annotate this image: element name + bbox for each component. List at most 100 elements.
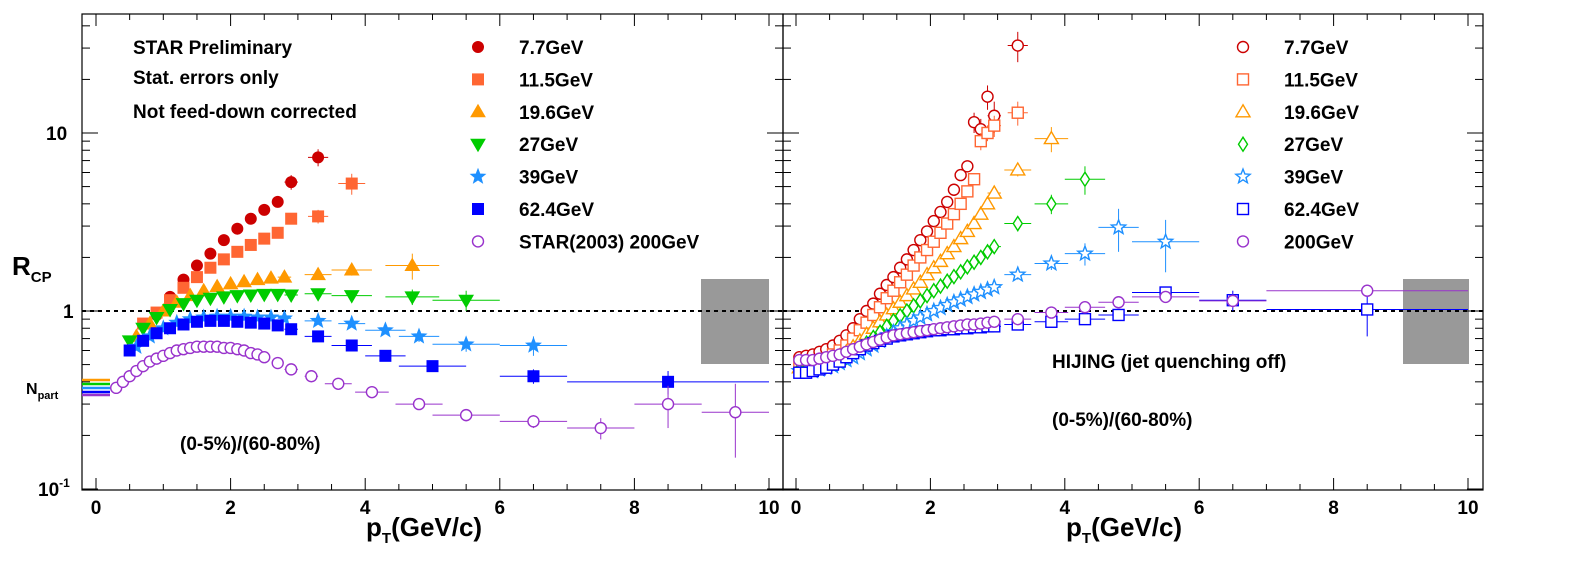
data-point <box>395 397 443 411</box>
data-point <box>880 292 893 305</box>
data-point <box>912 273 929 288</box>
data-point <box>499 336 568 356</box>
data-point <box>1004 265 1032 283</box>
data-point <box>1034 306 1069 319</box>
data-point <box>967 173 981 186</box>
legend-label: 27GeV <box>519 135 578 156</box>
data-point <box>974 133 987 151</box>
legends: 7.7GeV 11.5GeV 19.6GeV 27GeV 39GeV 62.4GeV STA… <box>469 38 1359 253</box>
data-point <box>190 315 203 328</box>
data-point <box>284 175 298 190</box>
data-point <box>222 275 239 290</box>
data-point <box>307 209 329 224</box>
data-point <box>1098 296 1139 309</box>
data-point <box>202 292 219 307</box>
data-point <box>985 277 1004 295</box>
legend-label: 11.5GeV <box>1284 70 1358 91</box>
data-point <box>258 203 271 216</box>
data-point <box>135 322 151 337</box>
legend-label: 27GeV <box>1284 135 1343 156</box>
legend-entry: 19.6GeV <box>1234 103 1359 124</box>
data-point <box>236 273 252 288</box>
annotation-centrality-left: (0-5%)/(60-80%) <box>180 434 320 455</box>
data-point <box>262 308 280 325</box>
data-point <box>1004 161 1032 177</box>
data-point <box>567 418 635 440</box>
annotation-star-preliminary: STAR Preliminary <box>133 38 293 59</box>
data-point <box>1064 301 1106 314</box>
data-point <box>1004 312 1032 326</box>
data-point <box>242 289 259 303</box>
data-point <box>137 334 150 347</box>
data-point <box>941 217 954 230</box>
data-point <box>927 235 940 248</box>
legend-label: STAR(2003) 200GeV <box>519 232 700 253</box>
data-point <box>961 185 974 198</box>
annotation-stat-errors: Stat. errors only <box>133 68 279 89</box>
data-point <box>284 363 298 376</box>
legend-label: 19.6GeV <box>1284 103 1359 124</box>
data-point <box>338 173 366 195</box>
legend-entry: STAR(2003) 200GeV <box>471 232 700 253</box>
data-point <box>920 243 934 257</box>
data-point <box>258 232 271 245</box>
data-point <box>190 259 203 272</box>
data-point <box>945 238 963 253</box>
data-point <box>934 226 947 239</box>
legend-entry: 19.6GeV <box>470 103 594 124</box>
axis-ticks: 0 2 4 6 8 10 0 2 4 6 8 10 <box>82 14 1483 519</box>
data-point <box>965 215 983 230</box>
x-tick-label: 8 <box>1328 498 1339 519</box>
data-point <box>324 377 352 390</box>
data-point <box>1007 31 1028 63</box>
data-point <box>148 311 165 326</box>
x-tick-label: 0 <box>91 498 102 519</box>
data-point <box>432 290 500 311</box>
data-point <box>229 290 246 304</box>
data-point <box>235 307 253 324</box>
npart-markers <box>82 378 110 397</box>
data-point <box>941 195 954 209</box>
data-point <box>271 226 284 239</box>
data-point <box>987 115 1001 137</box>
data-point <box>959 223 976 238</box>
data-point <box>304 330 332 343</box>
data-point <box>934 205 947 219</box>
data-point <box>204 314 217 327</box>
data-point <box>1034 127 1069 153</box>
x-tick-label: 2 <box>225 498 236 519</box>
data-point <box>499 415 568 429</box>
legend-label: 7.7GeV <box>519 38 584 59</box>
data-point <box>177 318 190 331</box>
data-point <box>1007 101 1028 126</box>
data-point <box>244 238 257 251</box>
x-tick-label: 6 <box>495 498 506 519</box>
data-point <box>217 253 230 266</box>
data-point <box>961 160 974 173</box>
data-points <box>109 31 1468 458</box>
data-point <box>935 277 946 295</box>
data-point <box>1199 294 1267 308</box>
data-point <box>209 278 226 293</box>
data-point <box>304 288 332 302</box>
data-point <box>1132 290 1200 304</box>
right-panel-frame <box>782 13 1484 491</box>
data-point <box>432 408 500 422</box>
data-point <box>121 335 138 349</box>
data-point <box>986 184 1003 199</box>
y-tick-label-10: 10 <box>46 124 67 145</box>
data-point <box>1132 219 1200 273</box>
x-tick-label: 6 <box>1194 498 1205 519</box>
data-point <box>215 291 232 305</box>
annotation-hijing: HIJING (jet quenching off) <box>1052 352 1286 373</box>
left-systematic-band <box>701 279 769 364</box>
legend-label: 200GeV <box>1284 232 1354 253</box>
legend-entry: 11.5GeV <box>472 70 593 91</box>
data-point <box>1266 284 1468 297</box>
data-point <box>914 251 927 264</box>
data-point <box>365 321 406 338</box>
data-point <box>189 294 205 309</box>
data-point <box>222 307 240 324</box>
legend-label: 11.5GeV <box>519 70 593 91</box>
